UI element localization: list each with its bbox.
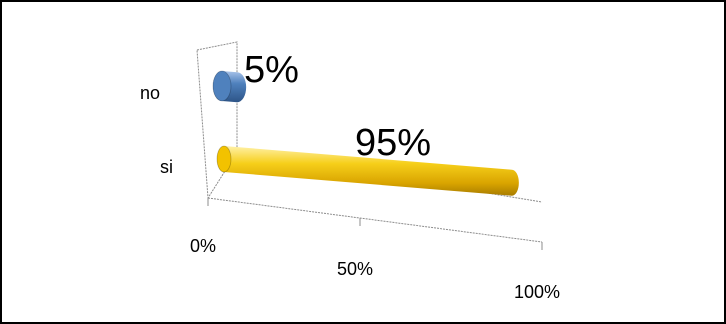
bar-cap-no	[212, 70, 232, 102]
bars-group	[212, 70, 519, 196]
bar-si	[216, 145, 519, 196]
bar-cap-si	[216, 145, 232, 173]
x-tick-label-100: 100%	[514, 282, 560, 302]
category-label-si: si	[160, 157, 173, 177]
category-label-no: no	[140, 83, 160, 103]
bar-no	[212, 70, 247, 103]
data-label-no: 5%	[244, 49, 299, 91]
x-tick-marks	[207, 198, 543, 250]
x-tick-label-0: 0%	[190, 236, 216, 256]
data-label-si: 95%	[355, 122, 431, 164]
bar-body-si	[217, 146, 519, 196]
x-tick-label-50: 50%	[337, 259, 373, 279]
